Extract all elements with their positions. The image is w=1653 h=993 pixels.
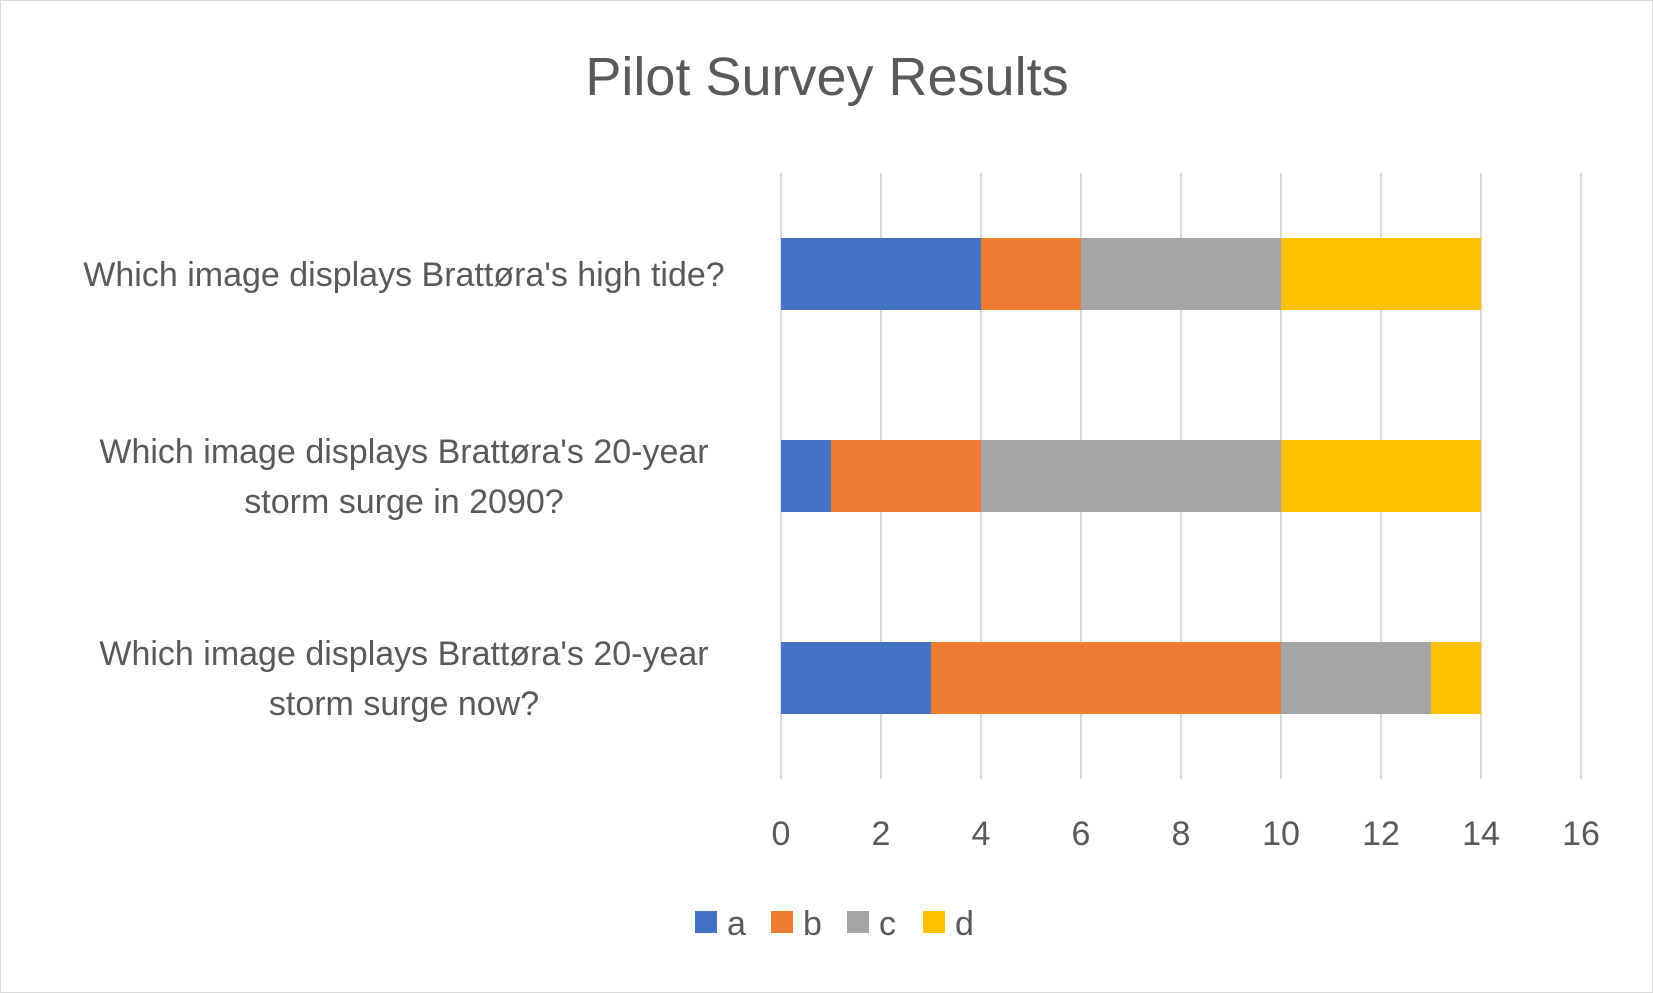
category-label: Which image displays Brattøra's 20-year (99, 433, 708, 471)
x-tick-label: 8 (1172, 815, 1191, 853)
legend-swatch-a (695, 911, 717, 933)
bar-segment-b (831, 440, 981, 512)
bar-segment-d (1281, 440, 1481, 512)
bar-segment-a (781, 238, 981, 310)
legend-label-d: d (955, 905, 974, 943)
x-tick-label: 4 (972, 815, 991, 853)
category-label: storm surge now? (269, 685, 539, 723)
legend-swatch-c (847, 911, 869, 933)
bar-segment-c (1081, 238, 1281, 310)
x-tick-label: 16 (1562, 815, 1600, 853)
category-label: Which image displays Brattøra's high tid… (83, 256, 724, 294)
bar-segment-d (1281, 238, 1481, 310)
chart-title: Pilot Survey Results (585, 47, 1068, 107)
legend-swatch-d (923, 911, 945, 933)
legend-label-b: b (803, 905, 822, 943)
x-tick-label: 10 (1262, 815, 1300, 853)
y-axis-categories: Which image displays Brattøra's high tid… (83, 256, 724, 723)
x-tick-label: 2 (872, 815, 891, 853)
bar-segment-c (981, 440, 1281, 512)
x-tick-label: 14 (1462, 815, 1500, 853)
x-axis-ticks: 0 2 4 6 8 10 12 14 16 (772, 815, 1600, 853)
bar-segment-b (931, 642, 1281, 714)
x-tick-label: 12 (1362, 815, 1400, 853)
category-label: storm surge in 2090? (244, 483, 563, 521)
x-tick-label: 0 (772, 815, 791, 853)
bars (781, 238, 1481, 714)
bar-segment-a (781, 440, 831, 512)
legend-swatch-b (771, 911, 793, 933)
bar-segment-b (981, 238, 1081, 310)
bar-segment-a (781, 642, 931, 714)
legend-label-c: c (879, 905, 896, 943)
legend-label-a: a (727, 905, 746, 943)
category-label: Which image displays Brattøra's 20-year (99, 635, 708, 673)
bar-segment-c (1281, 642, 1431, 714)
bar-segment-d (1431, 642, 1481, 714)
legend: a b c d (695, 905, 974, 943)
x-tick-label: 6 (1072, 815, 1091, 853)
